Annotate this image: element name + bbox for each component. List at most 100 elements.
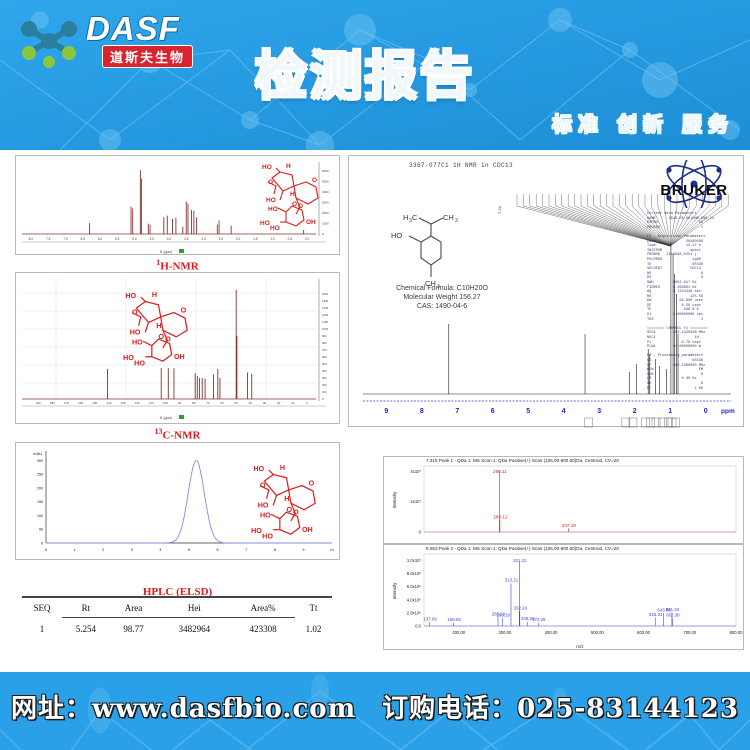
svg-text:3: 3 (409, 218, 412, 224)
svg-text:3.5: 3.5 (184, 237, 189, 241)
svg-text:6: 6 (491, 408, 495, 415)
svg-text:661.34: 661.34 (666, 607, 680, 612)
svg-text:CH: CH (443, 214, 454, 222)
svg-text:3: 3 (455, 218, 458, 224)
svg-text:50: 50 (235, 401, 239, 405)
svg-text:HO: HO (268, 206, 278, 213)
table-cell: 1 (39, 623, 45, 634)
svg-text:O: O (309, 480, 315, 488)
c-nmr-caption-text: C-NMR (162, 429, 201, 442)
svg-text:4.0x10⁶: 4.0x10⁶ (407, 597, 422, 602)
structure-caption: Chemical Formula: C10H20O Molecular Weig… (367, 284, 517, 311)
svg-text:O: O (312, 177, 317, 184)
brand-name: DASF (86, 10, 180, 47)
svg-text:m: m (330, 548, 333, 552)
svg-text:HO: HO (262, 533, 273, 541)
hplc-y-unit: mAU (33, 451, 42, 456)
hplc-caption: HPLC (ELSD) (142, 586, 213, 598)
svg-text:2.0x10⁶: 2.0x10⁶ (407, 610, 422, 615)
svg-text:140: 140 (106, 401, 111, 405)
svg-text:10: 10 (291, 401, 295, 405)
footer-contact: 网址：www.dasfbio.com 订购电话：025-83144123 (0, 688, 750, 725)
svg-text:HO: HO (260, 220, 270, 227)
svg-text:60: 60 (220, 401, 224, 405)
table-header-area: Area (109, 597, 158, 618)
svg-text:0.5: 0.5 (288, 237, 293, 241)
svg-text:348.25: 348.25 (521, 616, 535, 621)
ms-peak-2-title: 8.553 Peak 2 - QDa 1: MS Scan 1: QDa Pos… (426, 546, 619, 551)
svg-text:180: 180 (50, 401, 55, 405)
report-body: 8.0 7.5 7.0 6.5 6.0 5.5 5.0 4.5 4.0 3.5 3.0 2.5 2.0 1… (0, 150, 750, 672)
svg-text:C: C (412, 214, 418, 222)
svg-text:250: 250 (37, 473, 43, 477)
svg-text:120: 120 (135, 401, 140, 405)
svg-text:4.0: 4.0 (167, 237, 172, 241)
ms-peak-2-ylabel: Intensity (391, 582, 397, 600)
svg-text:3: 3 (597, 408, 601, 415)
table-cell: 1.02 (305, 623, 322, 634)
svg-text:1: 1 (74, 548, 76, 552)
svg-text:289.12: 289.12 (493, 514, 507, 519)
svg-text:313.21: 313.21 (505, 578, 519, 583)
svg-text:H: H (403, 214, 408, 222)
svg-text:9: 9 (384, 408, 388, 415)
svg-text:HO: HO (391, 231, 402, 240)
svg-text:150: 150 (92, 401, 97, 405)
logo-text-block: DASF 道斯夫生物 (86, 12, 226, 70)
cas-number: CAS: 1490-04-6 (416, 303, 468, 310)
svg-text:300.00: 300.00 (498, 630, 511, 635)
svg-text:900: 900 (322, 334, 327, 338)
svg-text:3000: 3000 (322, 201, 329, 205)
svg-text:6: 6 (217, 548, 219, 552)
svg-text:20: 20 (277, 401, 281, 405)
svg-text:170: 170 (64, 401, 69, 405)
svg-text:300: 300 (322, 376, 327, 380)
phone-number[interactable]: 025-83144123 (517, 694, 739, 724)
page-footer: 网址：www.dasfbio.com 订购电话：025-83144123 (0, 672, 750, 750)
phone-label: 订购电话： (382, 694, 518, 724)
svg-text:0: 0 (322, 397, 324, 401)
svg-text:331.22: 331.22 (513, 558, 527, 563)
svg-text:O: O (181, 307, 187, 315)
ms-peak-1-title: 7.315 Peak 1 - QDa 1: MS Scan 1: QDa Pos… (426, 458, 619, 463)
svg-text:40: 40 (249, 401, 253, 405)
svg-text:625.31: 625.31 (649, 612, 663, 617)
svg-text:0: 0 (45, 548, 47, 552)
company-logo[interactable]: DASF 道斯夫生物 (18, 10, 233, 72)
page-header: DASF 道斯夫生物 检测报告 标准 创新 服务 (0, 0, 750, 150)
svg-text:H: H (286, 163, 291, 170)
svg-text:437.19: 437.19 (562, 523, 576, 528)
svg-text:6.0: 6.0 (98, 237, 103, 241)
svg-text:643.38: 643.38 (657, 607, 671, 612)
svg-text:0: 0 (306, 401, 308, 405)
table-header-hei: Hei (157, 597, 232, 618)
svg-text:O: O (298, 203, 303, 210)
table-row: 1 5.254 98.77 3482964 423308 1.02 (22, 618, 332, 640)
svg-text:2.5: 2.5 (219, 237, 224, 241)
svg-text:H: H (284, 495, 289, 503)
svg-text:HO: HO (125, 292, 136, 300)
website-url[interactable]: www.dasfbio.com (92, 694, 357, 724)
svg-text:500: 500 (322, 362, 327, 366)
svg-text:7.5: 7.5 (46, 237, 51, 241)
svg-text:1.0: 1.0 (270, 237, 275, 241)
svg-text:O: O (268, 179, 273, 186)
h-nmr-caption-sup: 1 (156, 258, 161, 267)
svg-text:7: 7 (455, 408, 459, 415)
svg-text:2: 2 (102, 548, 104, 552)
table-cell: 423308 (249, 624, 277, 634)
svg-text:8: 8 (274, 548, 276, 552)
svg-text:4: 4 (562, 408, 566, 415)
svg-text:HO: HO (134, 360, 145, 368)
svg-text:295.19: 295.19 (496, 613, 510, 618)
svg-text:80: 80 (192, 401, 196, 405)
svg-text:O: O (132, 309, 138, 317)
svg-text:O: O (165, 335, 171, 343)
svg-text:1: 1 (668, 408, 672, 415)
svg-text:100: 100 (37, 514, 43, 518)
svg-text:OH: OH (174, 353, 185, 361)
svg-text:7: 7 (245, 548, 247, 552)
